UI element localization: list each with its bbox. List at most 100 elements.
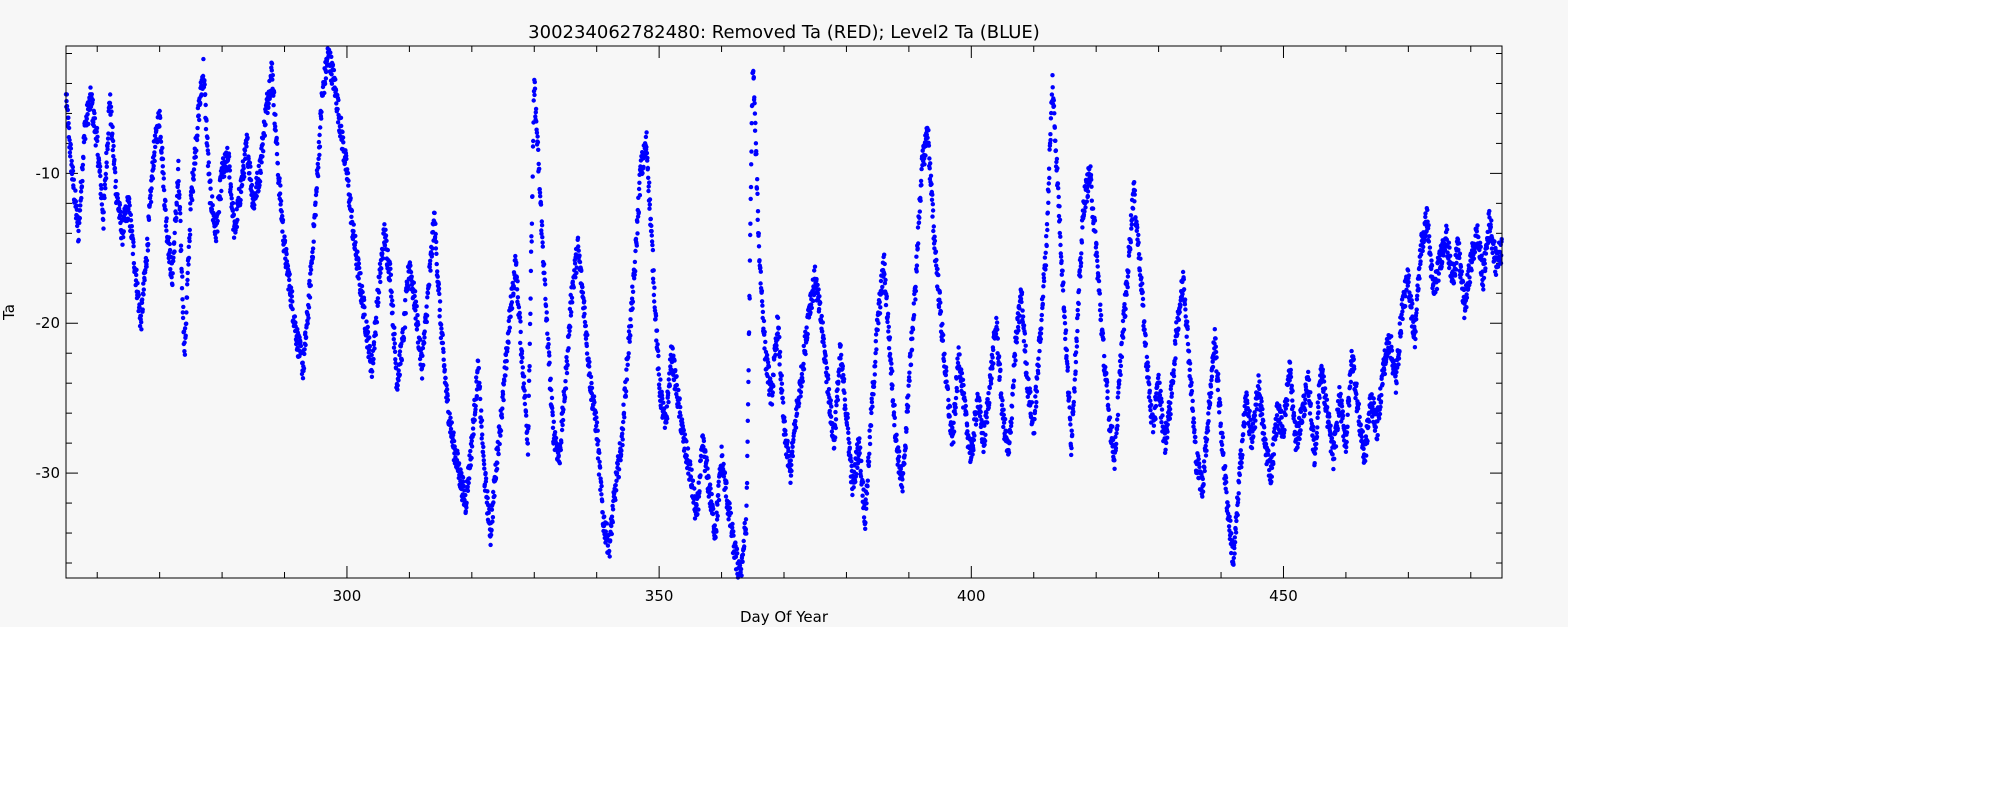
data-point <box>176 158 181 164</box>
data-point <box>449 420 454 425</box>
data-point <box>275 141 280 146</box>
data-point <box>758 281 763 286</box>
data-point <box>170 271 175 276</box>
data-point <box>632 272 637 277</box>
data-point <box>957 352 962 357</box>
data-point <box>799 384 804 389</box>
data-point <box>524 437 530 442</box>
data-point <box>1331 440 1337 445</box>
data-point <box>182 340 187 345</box>
data-point <box>573 275 578 280</box>
data-point <box>464 500 469 505</box>
data-point <box>503 352 509 358</box>
data-point <box>501 397 506 403</box>
data-point <box>714 517 720 522</box>
data-point <box>560 422 565 428</box>
data-point <box>940 338 946 343</box>
data-point <box>947 404 953 409</box>
data-point <box>793 419 798 424</box>
data-point <box>422 340 427 346</box>
data-point <box>954 388 960 394</box>
data-point <box>112 165 118 171</box>
data-point <box>999 391 1004 396</box>
data-point <box>129 228 135 234</box>
data-point <box>1153 403 1159 409</box>
data-point <box>931 228 936 234</box>
data-point <box>177 192 182 197</box>
data-point <box>788 473 794 478</box>
data-point <box>463 509 468 514</box>
data-point <box>1082 209 1087 214</box>
data-point <box>704 458 710 463</box>
data-point <box>213 238 219 244</box>
data-point <box>1218 402 1223 408</box>
data-point <box>654 328 660 333</box>
data-point <box>918 178 924 184</box>
data-point <box>791 437 796 442</box>
data-point <box>570 300 575 305</box>
data-point <box>1050 85 1055 90</box>
data-point <box>1006 450 1012 455</box>
data-point <box>1060 288 1066 293</box>
data-point <box>193 154 198 160</box>
data-point <box>1298 428 1303 433</box>
data-point <box>777 362 782 367</box>
data-point <box>167 241 172 247</box>
data-point <box>743 517 749 522</box>
data-point <box>356 276 361 281</box>
data-point <box>1327 414 1332 419</box>
data-point <box>403 311 408 316</box>
data-point <box>259 160 264 165</box>
data-point <box>833 435 838 440</box>
data-point <box>540 244 545 249</box>
data-point <box>762 329 767 335</box>
data-point <box>932 234 937 239</box>
data-point <box>1186 349 1192 354</box>
data-point <box>1104 379 1110 385</box>
data-point <box>906 375 912 380</box>
data-point <box>1146 375 1151 380</box>
data-point <box>758 265 763 270</box>
data-point <box>971 448 976 453</box>
chart-container: 300234062782480: Removed Ta (RED); Level… <box>0 22 1504 626</box>
data-point <box>298 339 303 345</box>
data-point <box>622 415 627 420</box>
data-point <box>310 254 316 260</box>
data-point <box>1097 291 1103 296</box>
data-point <box>79 195 84 201</box>
data-point <box>710 511 716 517</box>
data-point <box>867 441 873 447</box>
data-point <box>1116 390 1121 395</box>
data-point <box>944 368 949 374</box>
data-point <box>722 470 728 476</box>
data-point <box>1059 258 1064 264</box>
data-point <box>203 92 208 97</box>
data-point <box>745 439 750 444</box>
data-point <box>572 261 578 266</box>
data-point <box>235 217 240 223</box>
data-point <box>131 244 136 249</box>
data-point <box>796 401 802 406</box>
data-point <box>1036 363 1041 369</box>
data-point <box>193 161 198 166</box>
data-point <box>1176 326 1181 331</box>
data-point <box>960 377 966 382</box>
data-point <box>176 179 181 184</box>
data-point <box>437 314 442 319</box>
data-point <box>621 410 627 416</box>
data-point <box>667 371 672 376</box>
data-point <box>1125 274 1131 279</box>
data-point <box>882 252 887 257</box>
data-point <box>167 247 173 253</box>
data-point <box>113 184 118 190</box>
data-point <box>238 201 243 206</box>
data-point <box>111 154 116 159</box>
data-point <box>140 307 145 312</box>
data-point <box>999 403 1005 408</box>
data-point <box>1020 314 1026 319</box>
data-point <box>755 217 760 222</box>
data-point <box>480 432 485 437</box>
data-point <box>65 107 71 113</box>
data-point <box>954 376 959 381</box>
data-point <box>406 283 411 289</box>
